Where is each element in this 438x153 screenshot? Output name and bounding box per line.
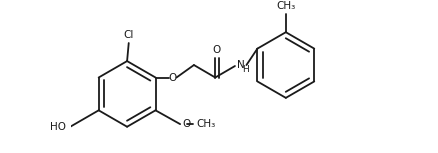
Text: Cl: Cl bbox=[124, 30, 134, 40]
Text: CH₃: CH₃ bbox=[276, 1, 296, 11]
Text: N: N bbox=[237, 60, 244, 70]
Text: H: H bbox=[243, 65, 249, 74]
Text: HO: HO bbox=[50, 122, 67, 132]
Text: O: O bbox=[169, 73, 177, 82]
Text: CH₃: CH₃ bbox=[196, 119, 215, 129]
Text: O: O bbox=[183, 119, 191, 129]
Text: O: O bbox=[213, 45, 221, 55]
